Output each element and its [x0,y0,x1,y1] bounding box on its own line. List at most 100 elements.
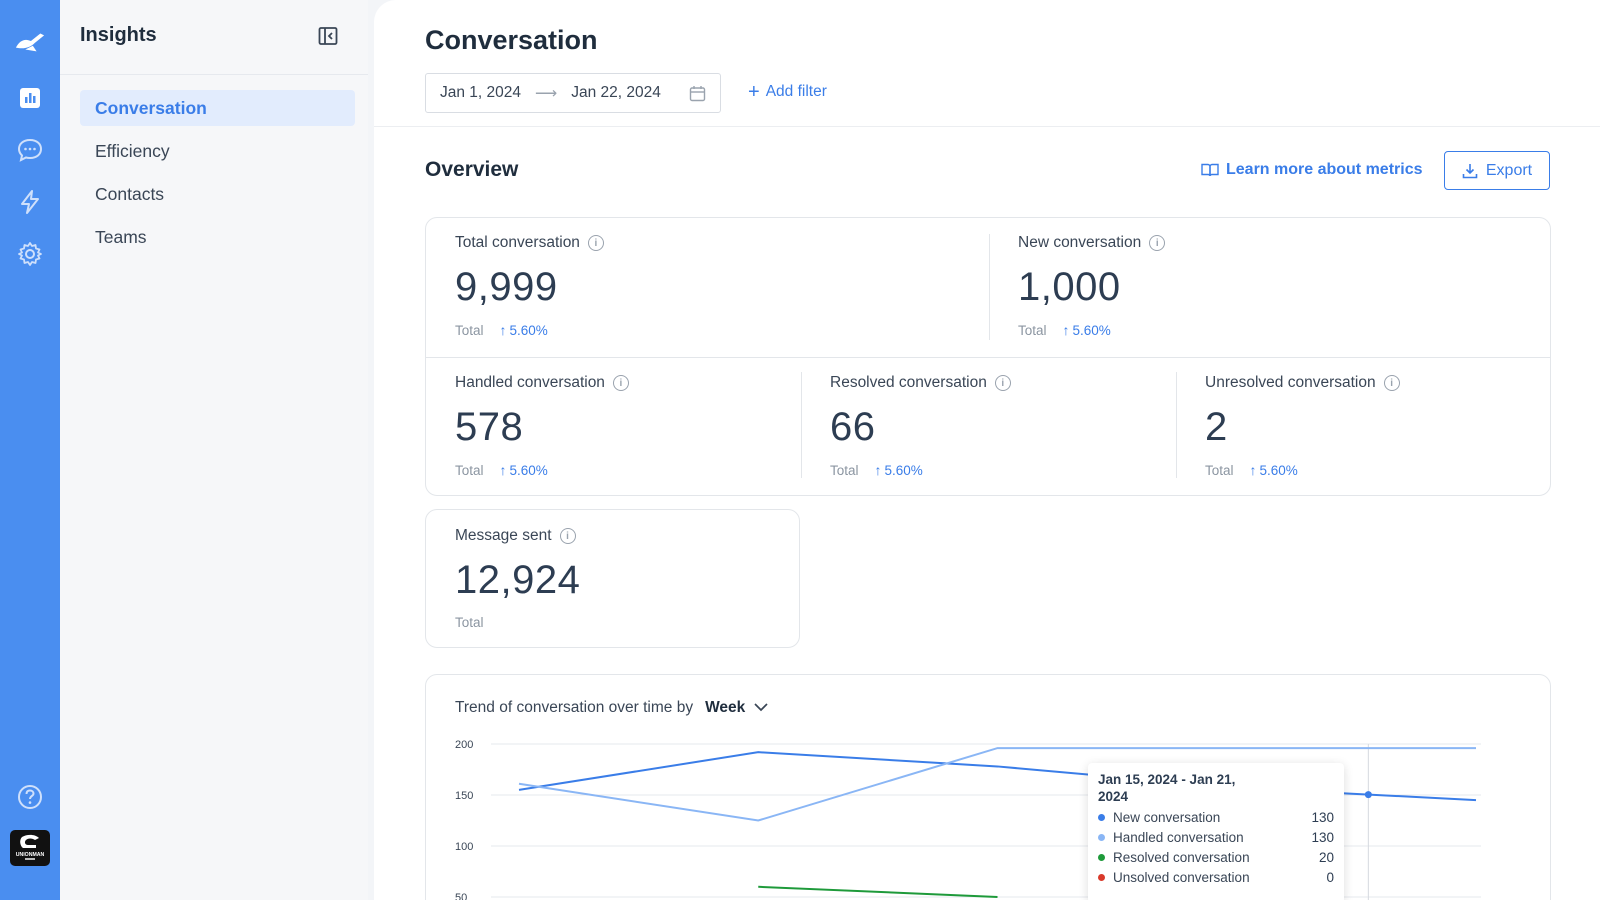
metric-value: 578 [455,405,524,449]
export-button[interactable]: Export [1444,151,1550,190]
tooltip-row: New conversation 130 [1098,810,1334,825]
metric-foot: Total [1205,462,1234,478]
header-divider [374,126,1600,127]
sidebar-item-efficiency[interactable]: Efficiency [95,140,170,161]
sidebar-title: Insights [80,24,157,46]
avatar[interactable]: UNIONMAN [10,830,50,866]
date-range-picker[interactable]: Jan 1, 2024 ⟶ Jan 22, 2024 [425,73,721,113]
arrow-up-icon: ↑ [1249,462,1257,478]
metrics-divider [1176,372,1177,478]
metric-value: 66 [830,405,876,449]
metric-foot: Total [455,462,484,478]
metric-foot: Total [455,322,484,338]
info-icon[interactable]: i [1149,235,1166,251]
tooltip-row: Unsolved conversation 0 [1098,870,1334,885]
message-sent-card: Message sent i 12,924 Total [425,509,800,648]
help-icon[interactable] [14,781,46,813]
learn-more-link[interactable]: Learn more about metrics [1201,161,1423,179]
download-icon [1462,163,1478,178]
collapse-sidebar-icon[interactable] [318,26,340,48]
tooltip-row: Resolved conversation 20 [1098,850,1334,865]
info-icon[interactable]: i [612,375,629,391]
series-line[interactable] [518,747,1476,822]
info-icon[interactable]: i [559,528,576,544]
legend-dot [1098,874,1105,881]
metric-label: Message sent [455,527,552,544]
tooltip-date: Jan 15, 2024 - Jan 21, 2024 [1098,772,1236,804]
metric-change: 5.60% [1072,322,1111,338]
info-icon[interactable]: i [587,235,604,251]
tooltip-label: Unsolved conversation [1113,870,1250,885]
plus-icon: + [748,81,760,103]
svg-text:UNIONMAN: UNIONMAN [16,852,45,858]
arrow-up-icon: ↑ [1062,322,1070,338]
logo-icon[interactable] [14,26,46,58]
series-line[interactable] [758,885,998,898]
metric-total-conversation: Total conversation i 9,999 Total ↑ 5.60% [455,234,604,338]
metric-value: 9,999 [455,265,558,309]
tooltip-value: 20 [1318,850,1334,865]
metric-change: 5.60% [509,462,548,478]
learn-more-label: Learn more about metrics [1226,161,1423,178]
tooltip-label: Resolved conversation [1113,850,1250,865]
tooltip-value: 130 [1311,830,1334,845]
metric-value: 2 [1205,405,1228,449]
tooltip-row: Handled conversation 130 [1098,830,1334,845]
legend-dot [1098,854,1105,861]
period-dropdown[interactable]: Week [705,699,746,716]
y-tick-label: 200 [455,739,473,751]
page-title: Conversation [425,25,598,55]
tooltip-label: New conversation [1113,810,1221,825]
metric-message-sent: Message sent i 12,924 Total [455,527,580,630]
metrics-row-divider [426,357,1550,358]
y-tick-label: 150 [455,790,473,802]
legend-dot [1098,834,1105,841]
metric-label: Total conversation [455,234,580,251]
y-tick-label: 50 [455,892,467,900]
arrow-up-icon: ↑ [499,462,507,478]
sidebar-divider [60,74,368,75]
info-icon[interactable]: i [994,375,1011,391]
sidebar-nav: Conversation Efficiency Contacts Teams [80,90,355,262]
metric-label: Resolved conversation [830,374,987,391]
metric-label: Unresolved conversation [1205,374,1376,391]
metric-label: New conversation [1018,234,1142,251]
metric-foot: Total [455,615,484,630]
sidebar-item-teams[interactable]: Teams [95,226,147,247]
tooltip-value: 130 [1311,810,1334,825]
metrics-divider [989,234,990,340]
y-tick-label: 100 [455,841,473,853]
main-panel: Conversation Jan 1, 2024 ⟶ Jan 22, 2024 … [374,0,1600,900]
info-icon[interactable]: i [1383,375,1400,391]
trend-chart-card: Trend of conversation over time by Week … [425,674,1551,900]
export-label: Export [1485,161,1533,179]
trend-title: Trend of conversation over time by Week [455,699,768,717]
metric-foot: Total [1018,322,1047,338]
settings-icon[interactable] [14,238,46,270]
metric-change: 5.60% [884,462,923,478]
legend-dot [1098,814,1105,821]
sidebar-item-conversation[interactable]: Conversation [80,90,355,126]
book-icon [1201,163,1219,177]
chart-tooltip: Jan 15, 2024 - Jan 21, 2024 New conversa… [1088,763,1344,900]
range-arrow-icon: ⟶ [535,84,558,102]
metric-foot: Total [830,462,859,478]
chat-icon[interactable] [14,134,46,166]
analytics-icon[interactable] [14,82,46,114]
bolt-icon[interactable] [14,186,46,218]
chevron-down-icon[interactable] [754,699,768,717]
metric-resolved-conversation: Resolved conversation i 66 Total ↑ 5.60% [830,374,1011,478]
metric-new-conversation: New conversation i 1,000 Total ↑ 5.60% [1018,234,1166,338]
sidebar-item-contacts[interactable]: Contacts [95,183,165,204]
add-filter-button[interactable]: + Add filter [748,82,827,102]
hover-point[interactable] [1364,791,1372,799]
calendar-icon [689,85,706,107]
tooltip-value: 0 [1326,870,1334,885]
metrics-card: Total conversation i 9,999 Total ↑ 5.60% Ne… [425,217,1551,496]
metrics-divider [801,372,802,478]
arrow-up-icon: ↑ [499,322,507,338]
date-start: Jan 1, 2024 [440,84,522,101]
metric-change: 5.60% [1259,462,1298,478]
arrow-up-icon: ↑ [874,462,882,478]
